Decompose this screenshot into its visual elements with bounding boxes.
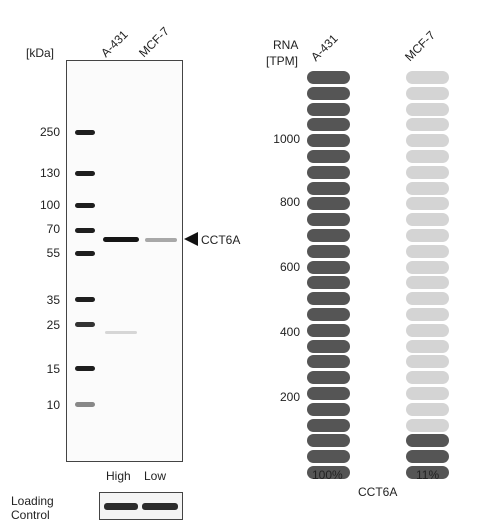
rna-pill-mcf7 — [406, 324, 449, 337]
marker-label-130: 130 — [39, 166, 60, 180]
rna-pill-mcf7 — [406, 403, 449, 416]
rna-tick-600: 600 — [279, 260, 300, 274]
ladder-band-100 — [75, 203, 95, 208]
target-arrow-icon — [184, 232, 198, 246]
rna-pill-mcf7 — [406, 355, 449, 368]
rna-tick-800: 800 — [279, 195, 300, 209]
rna-pill-a431 — [307, 197, 350, 210]
rna-pill-mcf7 — [406, 213, 449, 226]
rna-pill-a431 — [307, 340, 350, 353]
ladder-band-25 — [75, 322, 95, 327]
rna-pill-mcf7 — [406, 229, 449, 242]
blot-lane-header-mcf7: MCF-7 — [136, 24, 172, 61]
rna-pill-a431 — [307, 118, 350, 131]
rna-axis-label-line1: RNA — [273, 38, 299, 52]
rna-pill-a431 — [307, 419, 350, 432]
rna-pill-mcf7 — [406, 245, 449, 258]
rna-pill-a431 — [307, 324, 350, 337]
target-protein-label: CCT6A — [201, 233, 241, 247]
rna-axis-label-line2: [TPM] — [266, 54, 298, 68]
marker-label-15: 15 — [46, 362, 60, 376]
rna-pill-a431 — [307, 387, 350, 400]
blot-lane-header-a431: A-431 — [98, 27, 131, 61]
rna-pill-a431 — [307, 466, 350, 479]
rna-pill-mcf7 — [406, 276, 449, 289]
rna-pill-mcf7 — [406, 182, 449, 195]
rna-pill-a431 — [307, 261, 350, 274]
expression-label-low: Low — [144, 469, 167, 483]
ladder-band-15 — [75, 366, 95, 371]
rna-pill-mcf7 — [406, 387, 449, 400]
rna-pill-mcf7 — [406, 340, 449, 353]
loading-control-band-a431 — [104, 503, 138, 510]
band-mcf7-cct6a — [145, 238, 177, 242]
rna-gene-label: CCT6A — [358, 485, 398, 499]
rna-pill-a431 — [307, 308, 350, 321]
western-blot-image — [66, 60, 183, 462]
ladder-band-35 — [75, 297, 95, 302]
rna-percent-a431: 100% — [312, 468, 343, 482]
rna-pill-mcf7 — [406, 118, 449, 131]
ladder-band-10 — [75, 402, 95, 407]
rna-tick-400: 400 — [279, 325, 300, 339]
marker-label-55: 55 — [46, 246, 60, 260]
rna-pill-a431 — [307, 292, 350, 305]
rna-pill-a431 — [307, 134, 350, 147]
rna-pill-a431 — [307, 182, 350, 195]
loading-control-band-mcf7 — [142, 503, 178, 510]
marker-label-70: 70 — [46, 222, 60, 236]
rna-pill-mcf7 — [406, 450, 449, 463]
rna-tick-1000: 1000 — [273, 132, 300, 146]
rna-pill-a431 — [307, 245, 350, 258]
rna-pill-a431 — [307, 71, 350, 84]
marker-label-250: 250 — [39, 125, 60, 139]
rna-pill-a431 — [307, 213, 350, 226]
ladder-band-55 — [75, 251, 95, 256]
rna-pill-a431 — [307, 434, 350, 447]
rna-percent-mcf7: 11% — [416, 468, 440, 482]
rna-pill-mcf7 — [406, 466, 449, 479]
expression-label-high: High — [106, 469, 131, 483]
rna-column-header-a431: A-431 — [308, 31, 341, 65]
marker-label-10: 10 — [46, 398, 60, 412]
loading-control-label-line1: Loading — [11, 494, 54, 508]
marker-label-25: 25 — [46, 318, 60, 332]
rna-tick-200: 200 — [279, 390, 300, 404]
loading-control-label-line2: Control — [11, 508, 50, 522]
rna-pill-a431 — [307, 229, 350, 242]
marker-label-35: 35 — [46, 293, 60, 307]
marker-label-100: 100 — [39, 198, 60, 212]
rna-pill-a431 — [307, 166, 350, 179]
rna-pill-a431 — [307, 355, 350, 368]
loading-control-blot — [99, 492, 183, 520]
rna-pill-mcf7 — [406, 87, 449, 100]
rna-pill-mcf7 — [406, 292, 449, 305]
rna-pill-mcf7 — [406, 103, 449, 116]
rna-column-header-mcf7: MCF-7 — [402, 28, 438, 65]
rna-pill-a431 — [307, 276, 350, 289]
band-a431-cct6a — [103, 237, 139, 242]
rna-pill-mcf7 — [406, 261, 449, 274]
rna-pill-a431 — [307, 150, 350, 163]
rna-pill-mcf7 — [406, 434, 449, 447]
band-a431-faint — [105, 331, 137, 334]
rna-pill-mcf7 — [406, 166, 449, 179]
kda-unit-label: [kDa] — [26, 46, 55, 60]
rna-pill-a431 — [307, 371, 350, 384]
rna-pill-a431 — [307, 87, 350, 100]
rna-pill-mcf7 — [406, 197, 449, 210]
rna-pill-mcf7 — [406, 134, 449, 147]
ladder-band-130 — [75, 171, 95, 176]
rna-pill-mcf7 — [406, 71, 449, 84]
rna-pill-mcf7 — [406, 150, 449, 163]
rna-pill-a431 — [307, 103, 350, 116]
rna-pill-a431 — [307, 403, 350, 416]
rna-pill-mcf7 — [406, 419, 449, 432]
ladder-band-250 — [75, 130, 95, 135]
ladder-band-70 — [75, 228, 95, 233]
rna-pill-mcf7 — [406, 308, 449, 321]
rna-pill-a431 — [307, 450, 350, 463]
rna-pill-mcf7 — [406, 371, 449, 384]
